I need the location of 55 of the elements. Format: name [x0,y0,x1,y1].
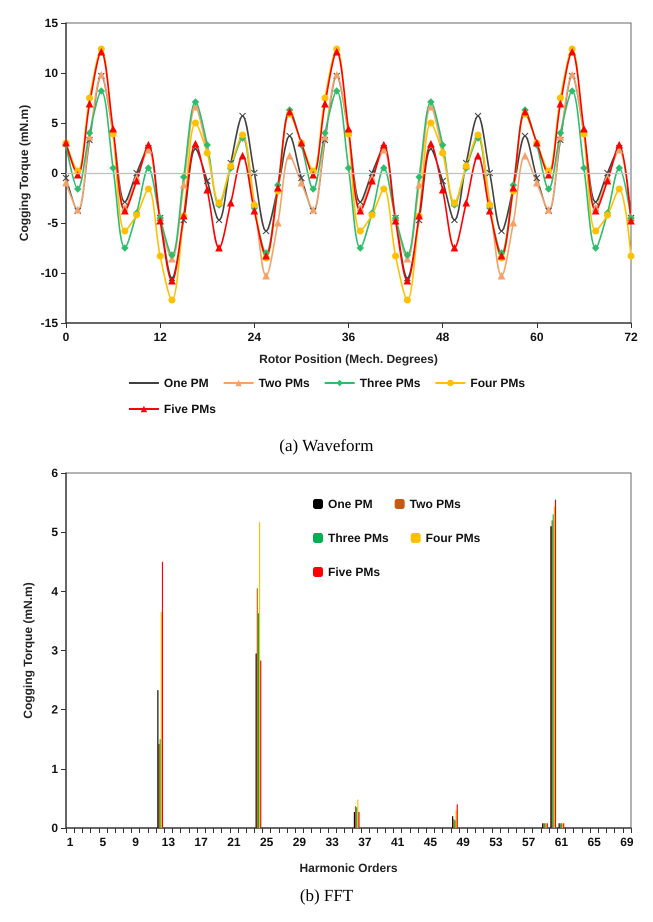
x-tick-label: 53 [489,835,503,849]
x-tick-label: 37 [358,835,372,849]
text: (b) FFT [300,886,354,905]
x-tick-label: 29 [292,835,306,849]
x-tick-label: 0 [62,330,70,344]
legend-label: Two PMs [258,376,310,390]
legend-label: Two PMs [410,497,462,511]
x-tick-label: 36 [342,330,356,344]
y-tick-label: 0 [51,821,58,835]
legend-label: Five PMs [328,565,380,579]
x-tick-label: 72 [624,330,638,344]
x-tick-label: 48 [436,330,450,344]
legend-label: Four PMs [470,376,526,390]
x-tick-label: 65 [587,835,602,849]
x-tick-label: 13 [162,835,176,849]
x-tick-label: 24 [248,330,262,344]
x-tick-label: 69 [620,835,634,849]
x-tick-label: 41 [390,835,405,849]
legend-label: Three PMs [360,376,421,390]
y-tick-label: 10 [44,66,58,80]
legend-label: One PM [328,497,373,511]
x-tick-label: 61 [554,835,568,849]
x-tick-label: 57 [522,835,536,849]
legend-label: Five PMs [164,402,216,416]
y-tick-label: 4 [51,584,58,598]
y-tick-label: 6 [51,466,58,480]
y-axis-title: Cogging Torque (mN.m) [21,582,35,719]
y-tick-label: 15 [44,16,58,30]
y-tick-label: -5 [47,216,58,230]
y-tick-label: -10 [40,266,58,280]
x-tick-label: 1 [66,835,74,849]
y-tick-label: 5 [51,525,58,540]
x-tick-label: 33 [325,835,340,849]
x-tick-label: 25 [260,835,274,849]
y-tick-label: 3 [51,644,58,658]
legend-label: Four PMs [426,531,481,545]
legend-label: One PM [164,376,209,390]
y-tick-label: -15 [40,316,58,330]
x-tick-label: 5 [100,835,107,849]
x-axis-title: Rotor Position (Mech. Degrees) [259,352,438,366]
x-tick-label: 45 [424,835,438,849]
y-axis-title: Cogging Torque (mN.m) [16,104,31,242]
x-tick-label: 60 [530,330,544,344]
y-tick-label: 5 [51,116,58,130]
y-tick-label: 0 [51,166,58,180]
text: (a) Waveform [279,436,374,455]
x-axis-title: Harmonic Orders [299,861,398,875]
y-tick-label: 2 [51,702,58,717]
legend-label: Three PMs [328,531,390,545]
y-tick-label: 1 [51,762,58,776]
x-tick-label: 17 [194,835,208,849]
x-tick-label: 12 [153,330,168,344]
x-tick-label: 9 [132,835,140,849]
x-tick-label: 21 [227,835,241,849]
x-tick-label: 49 [456,835,470,849]
